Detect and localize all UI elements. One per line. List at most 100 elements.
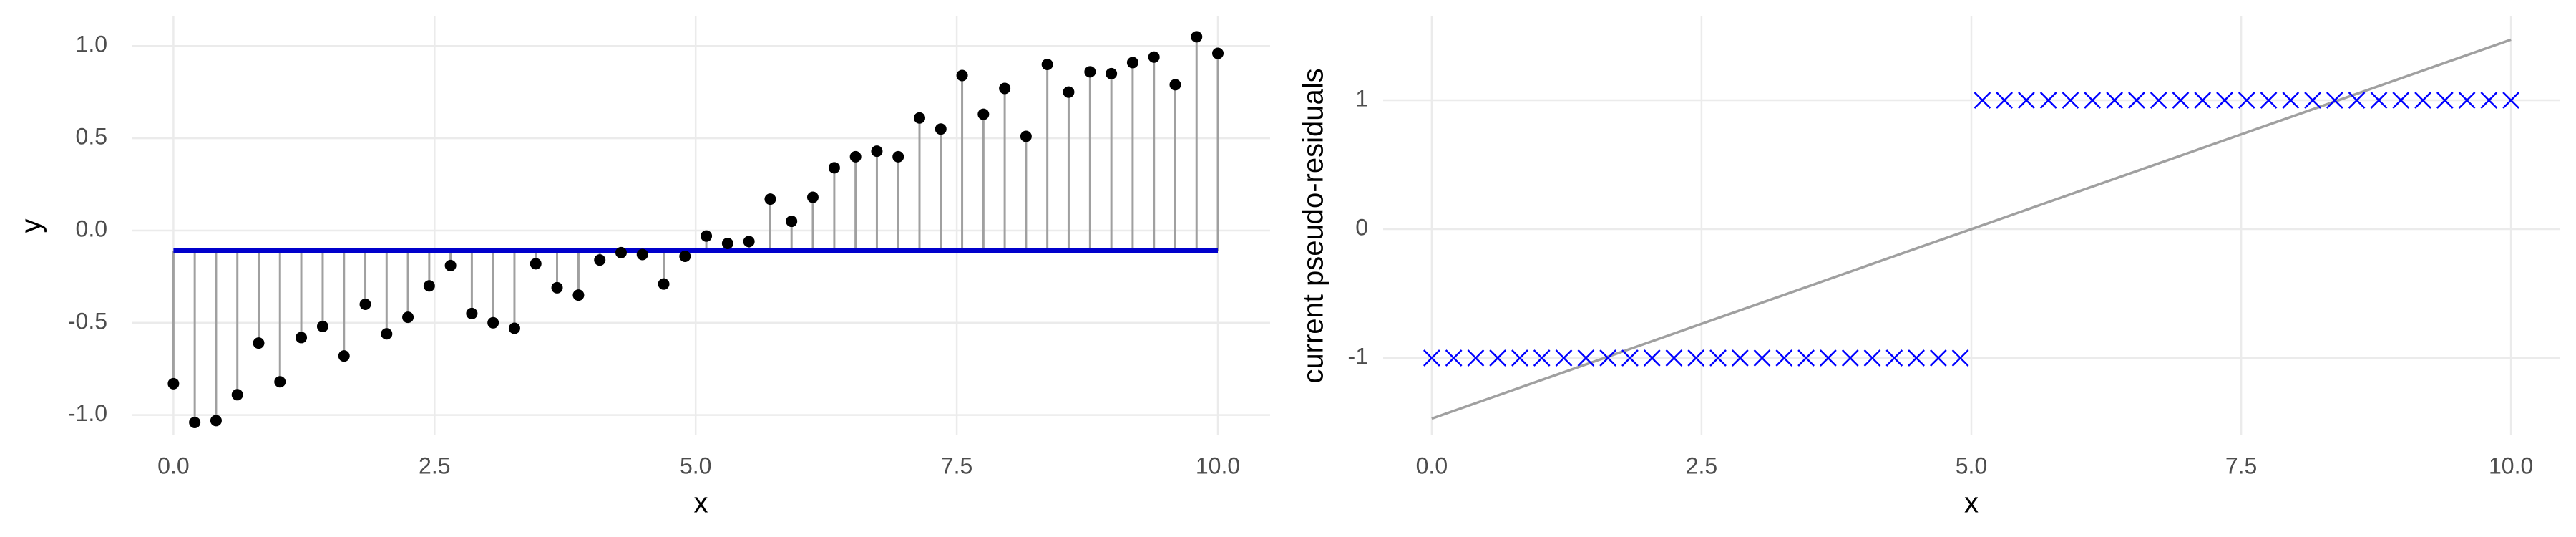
point bbox=[1084, 66, 1096, 78]
point bbox=[572, 289, 585, 301]
point bbox=[508, 322, 520, 334]
point bbox=[999, 82, 1011, 95]
point bbox=[1929, 349, 1947, 367]
point bbox=[1445, 349, 1463, 367]
point bbox=[1599, 349, 1617, 367]
point bbox=[1169, 79, 1181, 91]
point bbox=[764, 193, 776, 205]
point bbox=[402, 311, 414, 324]
point bbox=[2018, 92, 2035, 109]
point bbox=[721, 237, 733, 249]
x-tick-label: 5.0 bbox=[680, 453, 711, 478]
point bbox=[253, 337, 265, 349]
point bbox=[189, 416, 201, 428]
point bbox=[210, 415, 222, 427]
point bbox=[2304, 92, 2321, 109]
point bbox=[2502, 92, 2520, 109]
point bbox=[2480, 92, 2498, 109]
point bbox=[487, 316, 499, 329]
point bbox=[2326, 92, 2343, 109]
x-tick-label: 0.0 bbox=[157, 453, 189, 478]
point bbox=[1041, 59, 1053, 71]
point bbox=[892, 150, 904, 163]
point bbox=[1212, 47, 1224, 59]
point bbox=[1126, 57, 1138, 69]
point bbox=[2039, 92, 2057, 109]
point bbox=[338, 350, 350, 362]
point bbox=[1974, 92, 1991, 109]
point bbox=[636, 248, 648, 261]
point bbox=[530, 258, 542, 270]
y-axis-title: y bbox=[16, 219, 47, 233]
y-tick-label: 1 bbox=[1355, 85, 1368, 111]
point bbox=[466, 307, 478, 319]
point bbox=[2062, 92, 2079, 109]
point bbox=[423, 280, 435, 292]
point bbox=[1819, 349, 1837, 367]
y-tick-label: -1.0 bbox=[68, 400, 107, 426]
point bbox=[1555, 349, 1573, 367]
point bbox=[1753, 349, 1771, 367]
point bbox=[1577, 349, 1595, 367]
point bbox=[1775, 349, 1793, 367]
point bbox=[1908, 349, 1925, 367]
x-tick-label: 7.5 bbox=[941, 453, 972, 478]
point bbox=[1709, 349, 1727, 367]
point bbox=[2084, 92, 2102, 109]
point bbox=[444, 259, 457, 271]
point bbox=[956, 69, 968, 82]
point bbox=[1533, 349, 1551, 367]
point bbox=[1467, 349, 1485, 367]
point bbox=[1063, 86, 1075, 98]
x-tick-label: 10.0 bbox=[2489, 453, 2533, 478]
point bbox=[1731, 349, 1749, 367]
point bbox=[551, 281, 563, 294]
x-tick-label: 5.0 bbox=[1956, 453, 1987, 478]
x-tick-label: 7.5 bbox=[2225, 453, 2257, 478]
point bbox=[1996, 92, 2014, 109]
point bbox=[2414, 92, 2431, 109]
y-tick-label: 1.0 bbox=[76, 32, 107, 57]
point bbox=[2106, 92, 2124, 109]
point bbox=[1511, 349, 1528, 367]
point bbox=[1863, 349, 1881, 367]
point bbox=[743, 236, 755, 248]
y-tick-label: -1 bbox=[1348, 343, 1368, 369]
point bbox=[658, 278, 670, 290]
point bbox=[977, 108, 990, 120]
point bbox=[2348, 92, 2366, 109]
point bbox=[786, 216, 798, 228]
point bbox=[274, 376, 286, 388]
point bbox=[381, 328, 393, 340]
point bbox=[701, 230, 713, 242]
point bbox=[2282, 92, 2300, 109]
point bbox=[2260, 92, 2278, 109]
point bbox=[231, 389, 243, 401]
point bbox=[849, 150, 862, 163]
point bbox=[1665, 349, 1683, 367]
point bbox=[2150, 92, 2167, 109]
point bbox=[2458, 92, 2476, 109]
x-tick-label: 2.5 bbox=[1686, 453, 1717, 478]
point bbox=[296, 332, 308, 344]
point bbox=[2128, 92, 2145, 109]
point bbox=[679, 251, 691, 263]
point bbox=[871, 145, 883, 158]
y-axis-title: current pseudo-residuals bbox=[1298, 68, 1330, 383]
point bbox=[828, 162, 840, 174]
x-axis-title: x bbox=[1964, 488, 1979, 519]
point bbox=[914, 112, 926, 124]
point bbox=[1951, 349, 1969, 367]
point bbox=[1423, 349, 1440, 367]
y-tick-label: 0.5 bbox=[76, 124, 107, 150]
point bbox=[1148, 51, 1160, 63]
point bbox=[1020, 130, 1032, 142]
point bbox=[1797, 349, 1815, 367]
x-tick-label: 10.0 bbox=[1196, 453, 1240, 478]
point bbox=[2194, 92, 2212, 109]
point bbox=[2216, 92, 2233, 109]
point bbox=[1885, 349, 1903, 367]
y-tick-label: -0.5 bbox=[68, 308, 107, 334]
point bbox=[2392, 92, 2410, 109]
